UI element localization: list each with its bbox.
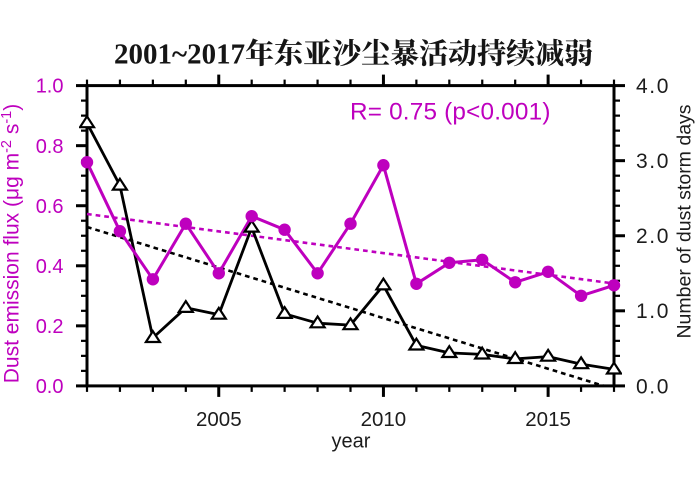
- svg-text:0.2: 0.2: [36, 316, 64, 338]
- svg-text:0.4: 0.4: [36, 256, 64, 278]
- svg-text:2015: 2015: [525, 408, 571, 431]
- svg-text:Dust emission flux (μg m-2 s-1: Dust emission flux (μg m-2 s-1): [0, 104, 24, 383]
- svg-text:1.0: 1.0: [36, 76, 64, 98]
- svg-text:Number of dust storm days: Number of dust storm days: [674, 104, 696, 338]
- svg-text:0.6: 0.6: [36, 196, 64, 218]
- svg-text:0.8: 0.8: [36, 136, 64, 158]
- svg-text:0.0: 0.0: [36, 376, 64, 398]
- svg-text:1.0: 1.0: [636, 300, 670, 323]
- svg-text:year: year: [332, 431, 371, 453]
- svg-text:2005: 2005: [196, 408, 242, 431]
- svg-text:4.0: 4.0: [636, 75, 670, 98]
- svg-text:2.0: 2.0: [636, 225, 670, 248]
- svg-text:3.0: 3.0: [636, 150, 670, 173]
- svg-text:0.0: 0.0: [636, 375, 670, 398]
- svg-text:2010: 2010: [361, 408, 407, 431]
- svg-text:R= 0.75 (p<0.001): R= 0.75 (p<0.001): [350, 99, 551, 126]
